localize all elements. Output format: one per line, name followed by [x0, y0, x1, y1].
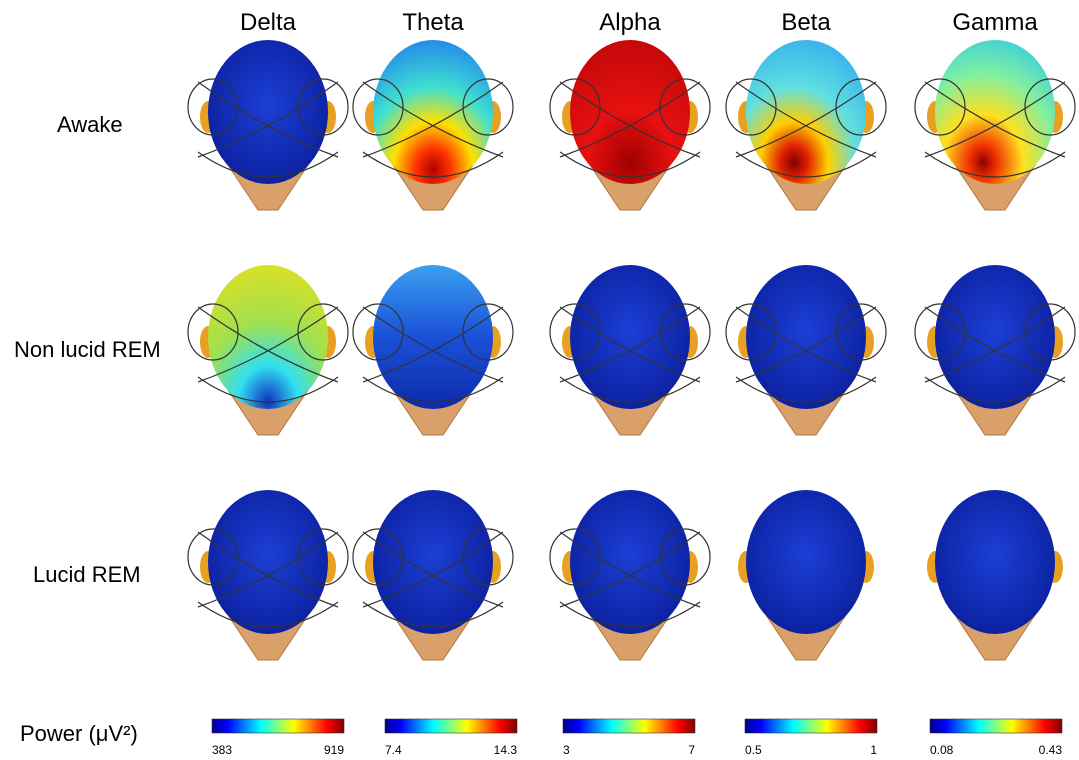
colorbar-max: 1	[870, 743, 877, 757]
electrode-loop	[549, 528, 601, 586]
electrode-line	[735, 306, 877, 403]
electrode-loop	[549, 303, 601, 361]
electrode-loop	[725, 303, 777, 361]
electrode-loop	[297, 78, 349, 136]
electrode-loop	[187, 303, 239, 361]
electrode-loop	[462, 78, 514, 136]
scalp	[208, 490, 328, 634]
colorbar-min: 3	[563, 743, 570, 757]
column-header: Delta	[240, 9, 297, 36]
scalp	[746, 490, 866, 634]
scalp	[570, 265, 690, 409]
head	[187, 490, 349, 661]
scalp	[570, 490, 690, 634]
electrode-loop	[725, 78, 777, 136]
colorbar-min: 0.08	[930, 743, 954, 757]
electrode-loop	[187, 78, 239, 136]
electrode-loop	[187, 528, 239, 586]
colorbar-max: 7	[688, 743, 695, 757]
electrode-line	[362, 306, 504, 403]
electrode-loop	[297, 303, 349, 361]
electrode-loop	[352, 78, 404, 136]
electrode-loop	[352, 303, 404, 361]
column-header: Beta	[781, 9, 831, 36]
scalp	[373, 490, 493, 634]
electrode-loop	[659, 528, 711, 586]
electrode-line	[924, 306, 1066, 403]
head	[738, 490, 874, 661]
colorbar	[384, 718, 518, 734]
row-label: Non lucid REM	[14, 337, 161, 362]
head	[927, 490, 1063, 661]
scalp	[935, 40, 1055, 184]
electrode-line	[559, 531, 701, 628]
column-header: Theta	[402, 9, 464, 36]
head	[725, 265, 887, 436]
electrode-line	[735, 81, 877, 178]
electrode-line	[362, 531, 504, 628]
colorbar-max: 919	[324, 743, 344, 757]
colorbar-max: 0.43	[1039, 743, 1063, 757]
head	[187, 265, 349, 436]
electrode-loop	[462, 303, 514, 361]
electrode-loop	[297, 528, 349, 586]
head	[914, 40, 1076, 211]
electrode-loop	[914, 303, 966, 361]
electrode-line	[362, 81, 504, 178]
column-header: Alpha	[599, 9, 661, 36]
electrode-line	[197, 306, 339, 403]
electrode-line	[559, 306, 701, 403]
colorbar	[211, 718, 345, 734]
colorbar-min: 383	[212, 743, 232, 757]
head	[352, 40, 514, 211]
head	[187, 40, 349, 211]
electrode-loop	[352, 528, 404, 586]
scalp	[208, 265, 328, 409]
head	[914, 265, 1076, 436]
row-label: Lucid REM	[33, 562, 141, 587]
electrode-loop	[659, 78, 711, 136]
electrode-loop	[1024, 78, 1076, 136]
electrode-loop	[835, 303, 887, 361]
scalp	[935, 265, 1055, 409]
electrode-loop	[659, 303, 711, 361]
electrode-loop	[462, 528, 514, 586]
scalp	[373, 40, 493, 184]
row-label: Awake	[57, 112, 123, 137]
legend-label: Power (μV²)	[20, 721, 138, 746]
colorbar	[744, 718, 878, 734]
scalp	[373, 265, 493, 409]
head	[549, 490, 711, 661]
electrode-line	[197, 531, 339, 628]
column-header: Gamma	[952, 9, 1038, 36]
colorbar-max: 14.3	[494, 743, 518, 757]
electrode-loop	[1024, 303, 1076, 361]
electrode-loop	[914, 78, 966, 136]
scalp	[935, 490, 1055, 634]
electrode-line	[559, 81, 701, 178]
colorbar	[929, 718, 1063, 734]
head	[352, 490, 514, 661]
scalp	[746, 265, 866, 409]
electrode-loop	[549, 78, 601, 136]
colorbar-min: 7.4	[385, 743, 402, 757]
colorbar-min: 0.5	[745, 743, 762, 757]
scalp	[746, 40, 866, 184]
scalp	[570, 40, 690, 184]
head	[725, 40, 887, 211]
scalp	[208, 40, 328, 184]
electrode-loop	[835, 78, 887, 136]
colorbar	[562, 718, 696, 734]
head	[549, 265, 711, 436]
head	[352, 265, 514, 436]
electrode-line	[924, 81, 1066, 178]
electrode-line	[197, 81, 339, 178]
head	[549, 40, 711, 211]
